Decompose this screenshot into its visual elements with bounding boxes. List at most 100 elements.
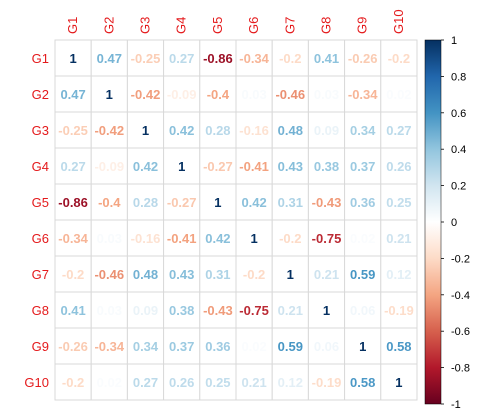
cell-value: 1 [178,159,185,174]
heatmap-cell [199,183,237,221]
heatmap-cell [235,255,273,293]
cell-value: 1 [359,339,366,354]
cell-value: -0.86 [58,195,88,210]
heatmap-cell [307,327,346,365]
cell-value: 0.43 [278,159,303,174]
heatmap-cell [54,363,92,401]
colorbar-tick-label: 0.8 [451,71,466,83]
heatmap-cell [90,183,128,221]
heatmap-cell [90,39,128,77]
cell-value: 0.26 [386,159,411,174]
cell-value: 0.12 [386,267,411,282]
heatmap-cell [90,291,128,329]
heatmap-cell [163,255,201,293]
cell-value: 0.27 [133,375,158,390]
cell-value: 0.06 [350,303,375,318]
cell-value: 0.41 [314,51,339,66]
column-label: G2 [101,17,116,34]
heatmap-cell [380,111,418,149]
cell-value: 0.37 [350,159,375,174]
heatmap-cell [344,327,382,365]
cell-value: -0.42 [94,123,124,138]
column-label: G10 [391,9,406,34]
cell-value: 0.47 [97,51,122,66]
cell-value: -0.27 [167,195,197,210]
cell-value: 0.37 [169,339,194,354]
column-label: G1 [65,17,80,34]
heatmap-cell [54,111,92,149]
heatmap-cell [344,291,382,329]
cell-value: 0.38 [169,303,194,318]
heatmap-cell [307,75,346,113]
cell-value: 1 [323,303,330,318]
cell-value: -0.19 [384,303,414,318]
cell-value: 1 [69,51,76,66]
cell-value: 0.02 [97,375,122,390]
cell-value: -0.41 [167,231,197,246]
cell-value: -0.26 [348,51,378,66]
cell-value: -0.34 [348,87,378,102]
heatmap-cell [344,363,382,401]
cell-value: 0.02 [241,339,266,354]
cell-value: -0.2 [62,375,84,390]
heatmap-cell [271,111,309,149]
cell-value: 0.21 [241,375,266,390]
heatmap-cell [380,363,418,401]
cell-value: 0.42 [241,195,266,210]
colorbar-tick-label: 0.2 [451,181,466,193]
cell-value: 0.06 [314,339,339,354]
colorbar-tick-label: -0.6 [451,326,470,338]
heatmap-cell [199,291,237,329]
row-label: G8 [32,303,49,318]
cell-value: -0.34 [239,51,269,66]
cell-value: -0.27 [203,159,233,174]
cell-value: 0.43 [169,267,194,282]
heatmap-cell [235,219,273,257]
heatmap-cell [307,111,346,149]
row-label: G3 [32,123,49,138]
cell-value: 0.21 [386,231,411,246]
cell-value: 0.03 [241,87,266,102]
column-label: G9 [355,17,370,34]
heatmap-cell [163,75,201,113]
cell-value: -0.34 [58,231,88,246]
cell-value: 0.03 [97,303,122,318]
cell-value: 0.12 [278,375,303,390]
cell-value: -0.43 [203,303,233,318]
column-label: G6 [246,17,261,34]
column-label: G7 [282,17,297,34]
cell-value: 1 [250,231,257,246]
heatmap-cell [380,327,418,365]
heatmap-cell [344,111,382,149]
cell-value: 0.34 [350,123,376,138]
heatmap-cell [235,39,273,77]
colorbar-tick-label: 1 [451,35,457,47]
cell-value: 0.42 [205,231,230,246]
row-label: G1 [32,51,49,66]
cell-value: 0.21 [314,267,339,282]
cell-value: 0.09 [133,303,158,318]
cell-value: 0.59 [350,267,375,282]
cell-value: 0.25 [205,375,230,390]
cell-value: -0.2 [62,267,84,282]
heatmap-cell [126,363,165,401]
cell-value: 0.02 [386,87,411,102]
colorbar-tick-label: -1 [451,399,461,411]
cell-value: 1 [214,195,221,210]
heatmap-cell [163,219,201,257]
cell-value: -0.42 [131,87,161,102]
heatmap-cell [271,327,309,365]
cell-value: 0.28 [205,123,230,138]
heatmap-cell [235,183,273,221]
heatmap-cell [380,255,418,293]
cell-value: -0.75 [312,231,342,246]
cell-value: -0.09 [94,159,124,174]
heatmap-cell [90,111,128,149]
heatmap-cell [380,75,418,113]
heatmap-cell [126,291,165,329]
row-label: G5 [32,195,49,210]
cell-value: 0.58 [386,339,411,354]
cell-value: -0.2 [388,51,410,66]
heatmap-cell [163,291,201,329]
